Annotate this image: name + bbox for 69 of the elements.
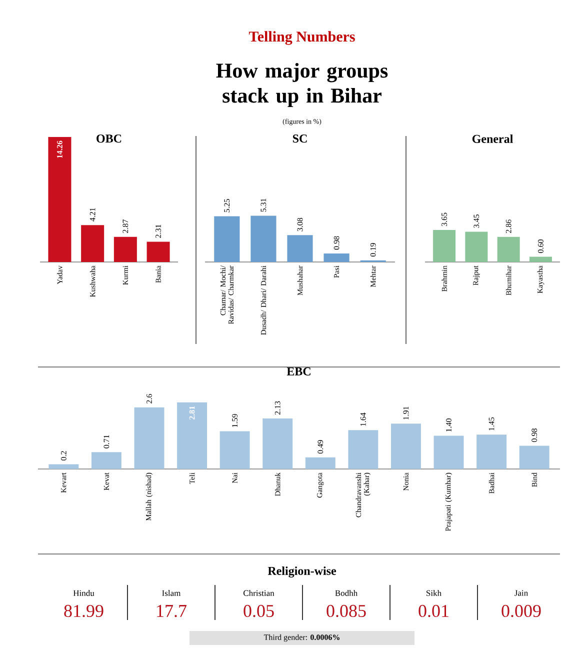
text: Telling Numbers [248, 31, 355, 45]
category-label: Christian [244, 590, 274, 596]
bar [214, 216, 240, 262]
data-label: 0.009 [502, 604, 541, 618]
data-label: 0.2 [60, 451, 66, 460]
bar [81, 225, 104, 262]
bar [134, 407, 164, 469]
data-label: 1.45 [488, 417, 494, 430]
bar [114, 236, 137, 262]
text: Religion-wise [268, 566, 336, 578]
category-label: Sikh [426, 590, 442, 596]
bar [476, 434, 507, 469]
data-label: 4.21 [90, 208, 96, 222]
bar [287, 235, 313, 262]
data-label: 0.05 [244, 604, 274, 618]
data-label: 5.31 [260, 198, 266, 212]
data-label: 3.65 [442, 212, 447, 226]
data-label: 81.99 [64, 604, 104, 618]
data-label: 3.45 [474, 214, 480, 228]
data-label: 0.01 [418, 604, 448, 618]
chart-title: OBC [96, 134, 122, 143]
bar [250, 216, 276, 262]
data-label: 17.7 [157, 604, 186, 618]
data-label: 2.6 [146, 394, 152, 404]
data-label: 2.81 [189, 406, 195, 420]
bar [305, 457, 336, 469]
data-label: 1.64 [360, 412, 366, 426]
bar [519, 446, 550, 469]
bar [177, 402, 208, 469]
data-label: 2.31 [156, 224, 161, 238]
data-label: 0.60 [538, 239, 544, 253]
data-label: 0.085 [326, 604, 366, 618]
bar [91, 452, 122, 469]
bar [465, 232, 488, 262]
bar [262, 418, 293, 469]
data-label: 14.26 [57, 140, 62, 158]
bar [324, 253, 350, 262]
bar [434, 436, 464, 469]
data-label: 5.25 [224, 199, 230, 212]
text: Third gender: 0.0006% [264, 634, 340, 642]
bar [497, 236, 520, 262]
data-label: 1.59 [232, 414, 238, 428]
data-label: 1.91 [403, 406, 409, 420]
data-label: 0.98 [334, 236, 340, 250]
data-label: 3.08 [297, 218, 303, 232]
data-label: 2.13 [274, 401, 280, 415]
bar [433, 230, 456, 262]
data-label: 0.98 [532, 428, 538, 442]
category-label: Jain [514, 590, 528, 596]
bar [348, 430, 378, 469]
bar [529, 256, 552, 262]
data-label: 1.40 [446, 418, 452, 432]
category-label: Bodhh [335, 590, 358, 596]
chart-title: SC [292, 134, 307, 143]
bar [146, 242, 170, 262]
data-label: 2.87 [122, 220, 128, 233]
bar [390, 424, 421, 469]
category-label: Hindu [73, 590, 94, 596]
data-label: 2.86 [506, 220, 512, 234]
text: How major groups stack up in Bihar [216, 62, 388, 108]
data-label: 0.19 [370, 243, 376, 257]
bar [48, 464, 79, 469]
data-label: 0.71 [104, 435, 110, 448]
category-label: Islam [162, 590, 181, 596]
data-label: 0.49 [318, 440, 324, 454]
bar [220, 431, 250, 469]
bar [48, 136, 72, 262]
chart-title: EBC [286, 367, 310, 376]
chart-title: General [472, 134, 513, 143]
